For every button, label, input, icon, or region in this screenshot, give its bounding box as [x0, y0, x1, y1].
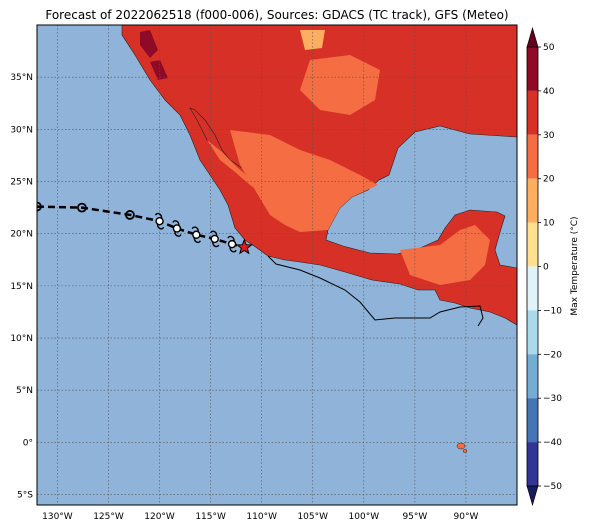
colorbar-segment [527, 222, 538, 267]
lon-tick-label: 100°W [349, 512, 380, 522]
lon-tick-label: 115°W [195, 512, 226, 522]
colorbar-top-extend [526, 26, 539, 48]
colorbar-segment [527, 354, 538, 399]
heat-zone-central-mexico [230, 130, 378, 232]
colorbar-tick-label: 0 [543, 263, 549, 273]
colorbar-tick-label: −30 [543, 394, 562, 404]
heat-zone-yucatan [400, 225, 490, 285]
lon-tick-label: 105°W [297, 512, 328, 522]
track-line [37, 205, 245, 249]
track-point-depression [77, 202, 87, 213]
track-point-depression [37, 201, 42, 212]
land-galapagos [456, 442, 466, 450]
land-galapagos-small [462, 449, 468, 453]
latitude-tick-labels: 35°N 30°N 25°N 20°N 15°N 10°N 5°N 0° 5°S [10, 73, 33, 500]
boundary-line [267, 255, 484, 327]
heat-zone-texas [300, 55, 380, 115]
colorbar-tick-label: −40 [543, 438, 562, 448]
hurricane-symbol [191, 226, 201, 244]
lon-tick-label: 110°W [246, 512, 277, 522]
colorbar: 50 40 30 20 10 0 −10 −20 −30 −40 −50 [526, 26, 562, 507]
colorbar-bottom-extend [526, 485, 539, 507]
heat-zone-hot [140, 30, 168, 80]
colorbar-tick-label: 50 [543, 43, 555, 53]
tc-track [37, 201, 253, 255]
colorbar-tick-label: 10 [543, 219, 555, 229]
lon-tick-label: 120°W [144, 512, 175, 522]
lat-tick-label: 35°N [10, 73, 33, 83]
colorbar-tick-label: 20 [543, 175, 555, 185]
colorbar-tick-label: −50 [543, 482, 562, 492]
hurricane-symbol [172, 220, 182, 237]
lat-tick-label: 25°N [10, 178, 33, 188]
lat-tick-label: 10°N [10, 334, 33, 344]
colorbar-tick-label: 40 [543, 87, 555, 97]
colorbar-segment [527, 134, 538, 179]
hurricane-symbol [227, 235, 237, 253]
colorbar-segment [527, 398, 538, 443]
colorbar-segment [527, 178, 538, 223]
colorbar-segment [527, 266, 538, 311]
lon-tick-label: 90°W [454, 512, 479, 522]
map-frame [36, 24, 518, 506]
colorbar-tick-label: −10 [543, 306, 562, 316]
current-position-star [235, 238, 253, 255]
lon-tick-label: 125°W [93, 512, 124, 522]
lat-tick-label: 30°N [10, 125, 33, 135]
colorbar-segment [527, 442, 538, 486]
colorbar-segment [527, 310, 538, 355]
colorbar-tick-label: −20 [543, 350, 562, 360]
graticule [37, 25, 517, 505]
lat-tick-label: 15°N [10, 282, 33, 292]
hurricane-symbol [210, 230, 220, 248]
hurricane-symbol [154, 212, 165, 230]
longitude-tick-labels: 130°W 125°W 120°W 115°W 110°W 105°W 100°W 95°W 9… [42, 512, 478, 522]
lon-tick-label: 95°W [402, 512, 427, 522]
lat-tick-label: 0° [23, 438, 33, 448]
lat-tick-label: 5°S [17, 491, 33, 501]
colorbar-segment [527, 90, 538, 135]
map-area [37, 25, 517, 505]
heat-zone-baja [207, 140, 262, 193]
track-point-depression [125, 210, 135, 220]
lon-tick-label: 130°W [42, 512, 73, 522]
map-title: Forecast of 2022062518 (f000-006), Sourc… [45, 8, 508, 22]
lat-tick-label: 20°N [10, 230, 33, 240]
colorbar-tick-label: 30 [543, 131, 555, 141]
lat-tick-label: 5°N [16, 386, 33, 396]
colorbar-segment [527, 47, 538, 91]
colorbar-label: Max Temperature (°C) [570, 216, 580, 315]
